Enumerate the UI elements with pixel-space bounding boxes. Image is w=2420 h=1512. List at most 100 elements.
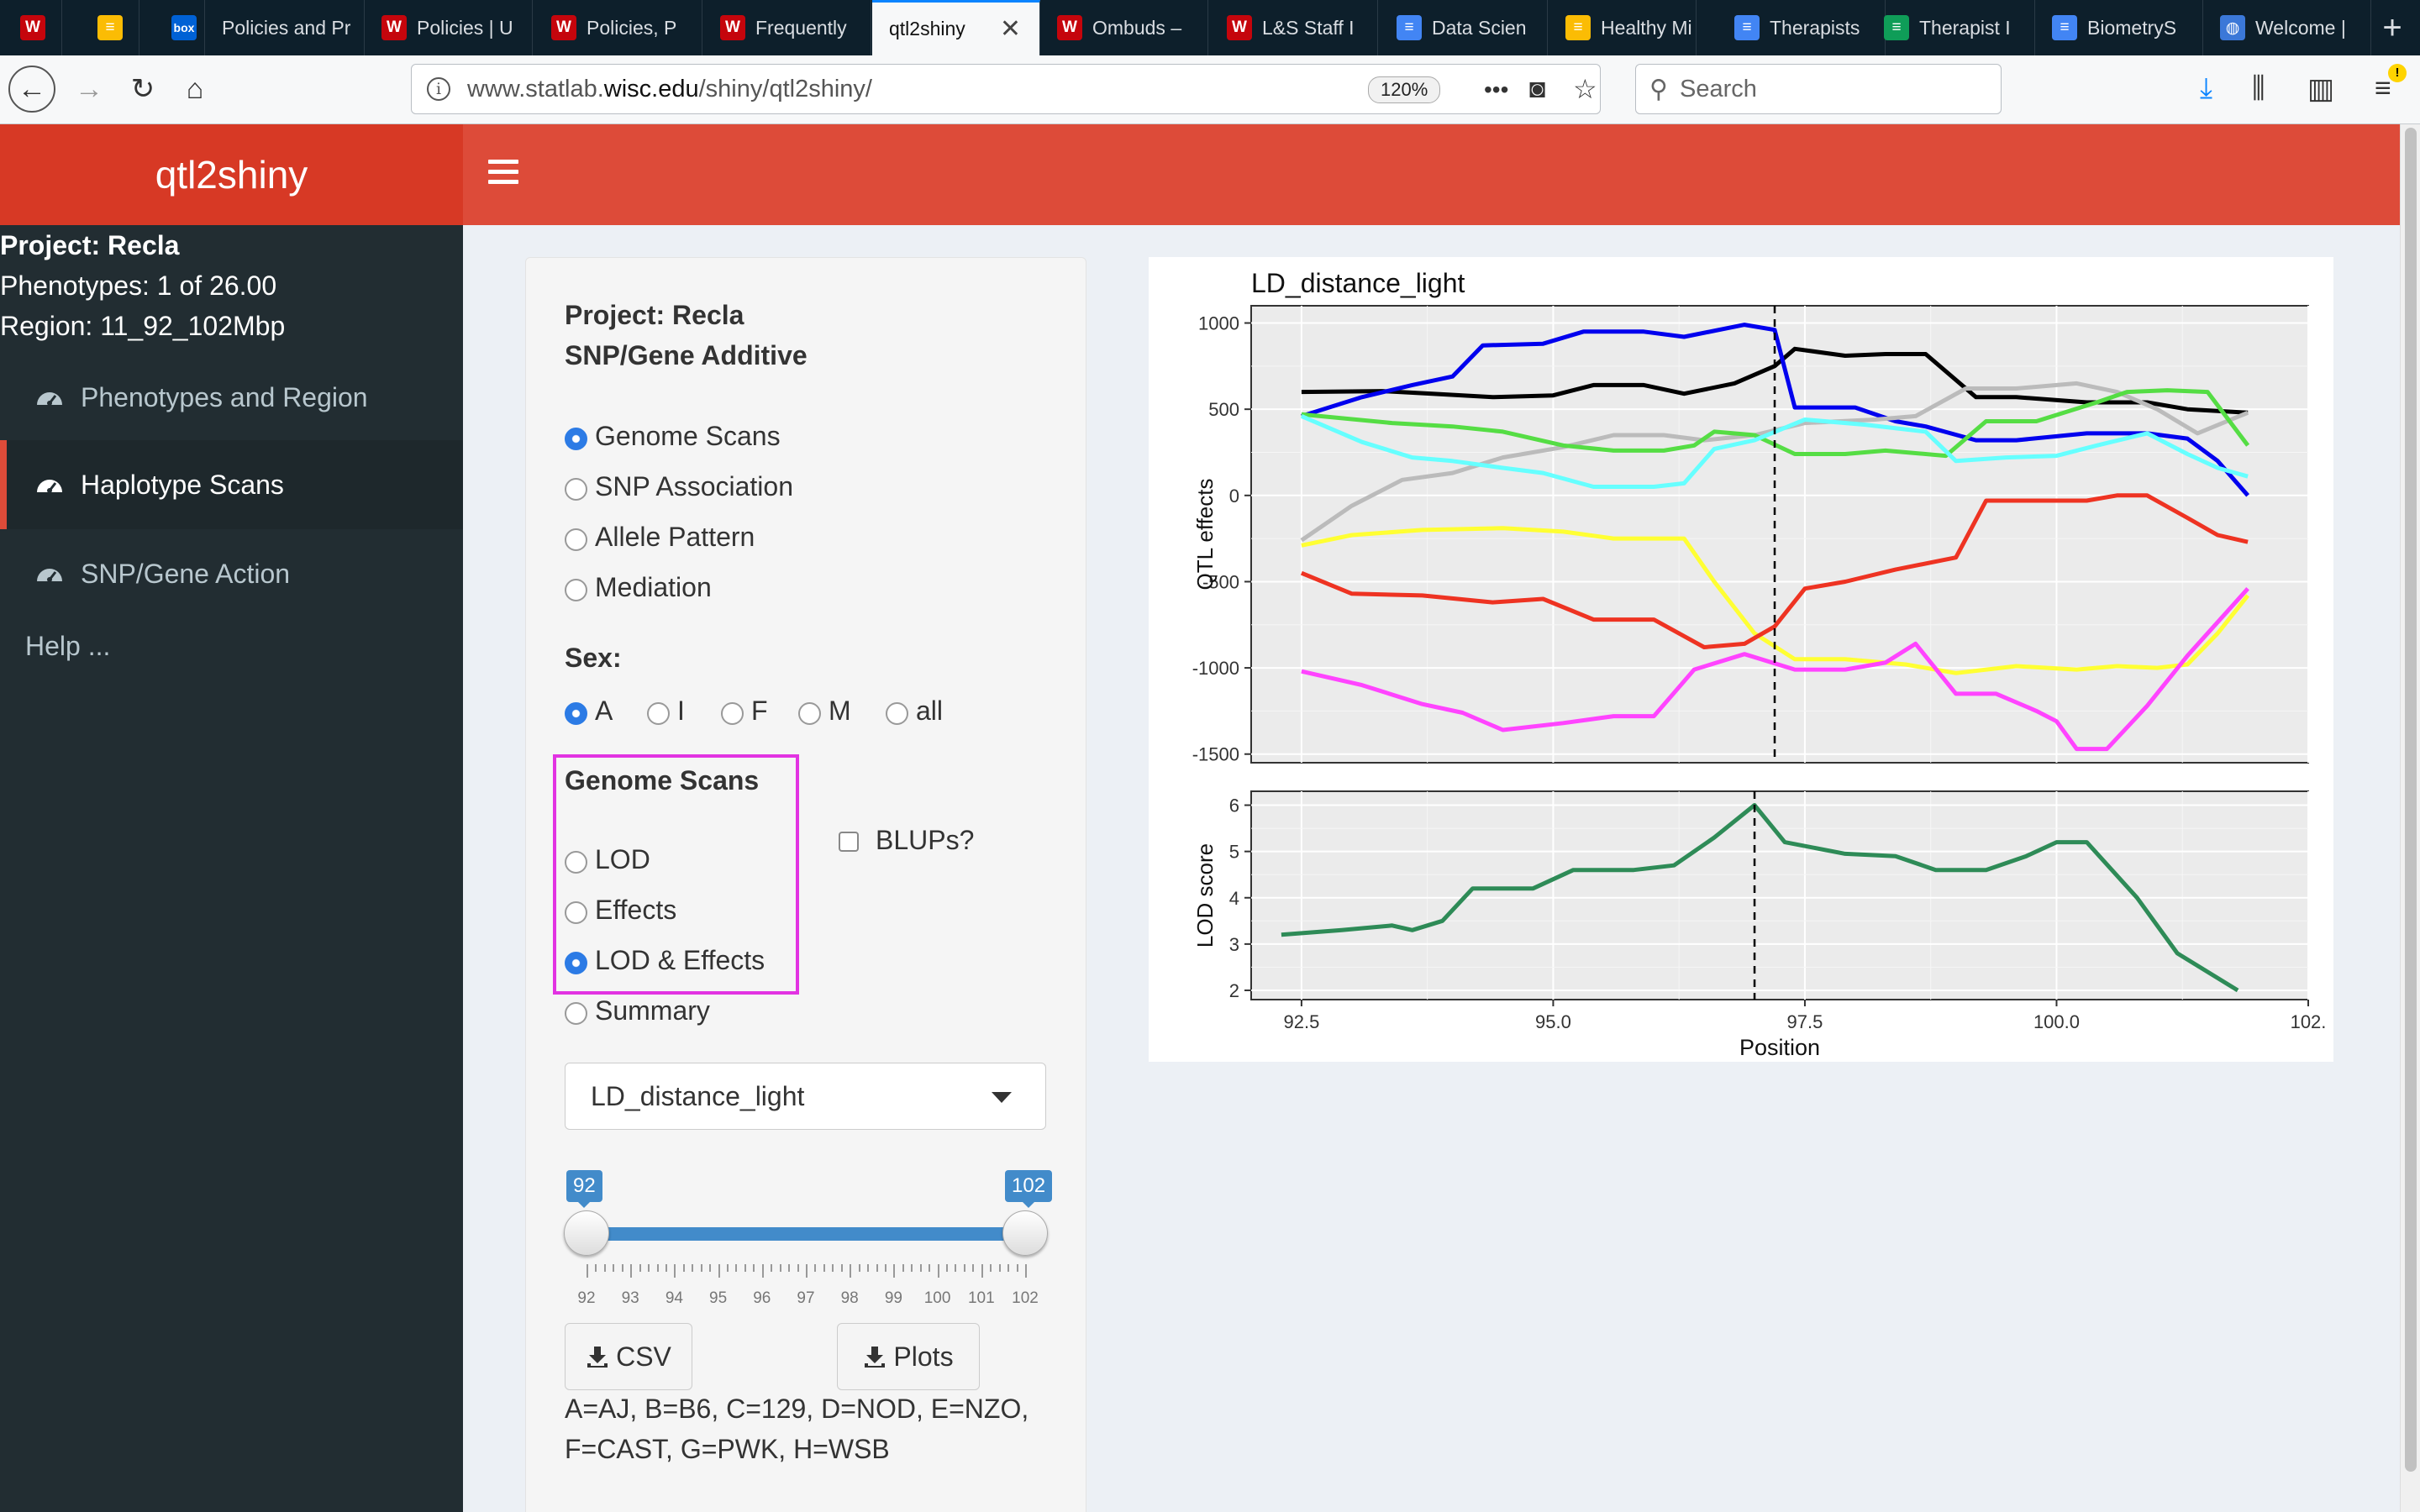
browser-tab[interactable]: ◍ Welcome | <box>2203 0 2371 55</box>
slider-minor-tick <box>911 1264 913 1272</box>
y-tick-label: 5 <box>1229 842 1239 863</box>
google-docs-icon: ≡ <box>1734 15 1760 40</box>
sidebar-project: Project: Recla <box>0 230 180 260</box>
slider-minor-tick <box>613 1264 615 1272</box>
download-icon <box>865 1347 886 1368</box>
browser-tab[interactable]: qtl2shiny ✕ <box>872 0 1040 55</box>
browser-tab[interactable]: W Frequently <box>703 0 871 55</box>
sidebar-help-link[interactable]: Help ... <box>25 630 111 661</box>
browser-tab[interactable]: W Policies | U <box>365 0 533 55</box>
analysis-option-label: Allele Pattern <box>595 522 755 552</box>
slider-minor-tick <box>814 1264 817 1272</box>
genome-scans-highlight-box <box>553 754 799 995</box>
sidebar-item-phenotypes-and-region[interactable]: Phenotypes and Region <box>0 353 463 442</box>
browser-tab-title: Policies and Pr <box>222 16 351 39</box>
slider-minor-tick <box>832 1264 834 1272</box>
browser-tab[interactable]: W L&S Staff I <box>1210 0 1378 55</box>
control-panel: Project: Recla SNP/Gene Additive Genome … <box>525 257 1086 1512</box>
browser-tab-title: Policies | U <box>417 16 513 39</box>
scan-option-radio[interactable] <box>565 1002 587 1025</box>
slider-tick <box>630 1264 633 1278</box>
blups-checkbox[interactable] <box>839 832 859 852</box>
analysis-option-radio[interactable] <box>565 478 587 501</box>
browser-tab-title: Healthy Mi <box>1601 16 1692 39</box>
home-button[interactable]: ⌂ <box>171 66 218 113</box>
new-tab-button[interactable]: + <box>2382 8 2402 46</box>
range-slider-track[interactable] <box>585 1227 1022 1241</box>
page-actions-icon[interactable]: ••• <box>1484 76 1509 102</box>
uw-crest-icon: W <box>20 15 45 40</box>
browser-tab[interactable]: Policies and Pr <box>205 0 365 55</box>
browser-tab-title: Policies, P <box>587 16 677 39</box>
sidebar-item-haplotype-scans[interactable]: Haplotype Scans <box>0 440 463 529</box>
lod-effects-plot: LD_distance_light 1000 500 0 -500 -1000 -1500… <box>1192 268 2327 1060</box>
slider-tick-label: 101 <box>967 1289 995 1307</box>
range-slider-max-handle[interactable] <box>1002 1210 1048 1256</box>
plots-button-label: Plots <box>893 1341 954 1372</box>
y-tick-label: 1000 <box>1198 313 1239 334</box>
search-bar[interactable]: ⚲ Search <box>1635 64 2002 114</box>
panel-project-title: Project: Recla <box>565 300 744 330</box>
slider-minor-tick <box>919 1264 922 1272</box>
sex-option-radio[interactable] <box>798 702 821 725</box>
effects-panel: 1000 500 0 -500 -1000 -1500 QTL effects <box>1192 305 2309 765</box>
browser-tab[interactable]: box <box>155 0 205 55</box>
analysis-option-radio[interactable] <box>565 579 587 601</box>
back-button[interactable]: ← <box>8 66 55 113</box>
pocket-icon[interactable]: ◙ <box>1529 73 1546 103</box>
zoom-indicator[interactable]: 120% <box>1368 76 1441 103</box>
series-line-1 <box>1301 323 2249 497</box>
browser-tab[interactable]: W Ombuds – <box>1040 0 1208 55</box>
scan-option-radio[interactable] <box>565 901 587 924</box>
url-bar[interactable]: i www.statlab. wisc.edu/shiny/qtl2shiny/ … <box>411 64 1601 114</box>
sex-option-radio[interactable] <box>721 702 744 725</box>
sidebar-toggle-icon[interactable]: ▥ <box>2307 73 2335 105</box>
slider-tick <box>674 1264 676 1278</box>
menu-icon[interactable]: ≡ <box>2375 72 2391 104</box>
browser-tab[interactable]: ≡ BiometryS <box>2035 0 2203 55</box>
browser-tab[interactable]: ≡ Therapist I <box>1867 0 2035 55</box>
google-docs-icon: ≡ <box>2052 15 2077 40</box>
bookmark-star-icon[interactable]: ☆ <box>1573 74 1597 104</box>
scan-option-radio[interactable] <box>565 952 587 974</box>
slider-minor-tick <box>595 1264 597 1272</box>
sidebar-item-snp-gene-action[interactable]: SNP/Gene Action <box>0 529 463 618</box>
sidebar-toggle-hamburger-icon[interactable] <box>488 160 518 190</box>
plots-download-button[interactable]: Plots <box>837 1323 980 1390</box>
library-icon[interactable]: ⫼ <box>2252 72 2265 104</box>
page-scrollbar[interactable] <box>2400 124 2420 1512</box>
app-logo[interactable]: qtl2shiny <box>0 124 463 225</box>
scan-option-radio[interactable] <box>565 851 587 874</box>
y-axis-label: LOD score <box>1192 843 1218 948</box>
sex-option-radio[interactable] <box>647 702 670 725</box>
browser-tab[interactable]: W Policies, P <box>534 0 702 55</box>
browser-tab[interactable]: W <box>3 0 62 55</box>
reload-button[interactable]: ↻ <box>119 66 166 113</box>
y-tick-label: 4 <box>1229 888 1239 909</box>
slider-tick <box>761 1264 764 1278</box>
slider-minor-tick <box>972 1264 975 1272</box>
slider-minor-tick <box>603 1264 606 1272</box>
phenotype-select[interactable]: LD_distance_light <box>565 1063 1046 1130</box>
browser-tab-title: L&S Staff I <box>1262 16 1355 39</box>
download-icon[interactable]: ⤓ <box>2200 72 2213 104</box>
close-tab-icon[interactable]: ✕ <box>999 15 1021 43</box>
sex-option-radio[interactable] <box>886 702 908 725</box>
browser-tab[interactable]: ≡ Data Scien <box>1380 0 1548 55</box>
analysis-option-radio[interactable] <box>565 428 587 450</box>
browser-tab[interactable]: ≡ <box>81 0 139 55</box>
range-slider-min-handle[interactable] <box>564 1210 609 1256</box>
dashboard-icon <box>37 569 62 582</box>
home-icon: ⌂ <box>186 72 204 105</box>
x-axis-label: Position <box>1739 1035 1820 1060</box>
browser-tab[interactable]: ≡ Healthy Mi <box>1549 0 1697 55</box>
site-info-icon[interactable]: i <box>427 77 450 101</box>
slider-minor-tick <box>665 1264 667 1272</box>
browser-tab[interactable]: ≡ Therapists <box>1718 0 1886 55</box>
csv-download-button[interactable]: CSV <box>565 1323 692 1390</box>
series-line-5 <box>1301 526 2250 675</box>
forward-button[interactable]: → <box>66 66 113 113</box>
scrollbar-thumb[interactable] <box>2405 128 2417 1472</box>
sex-option-radio[interactable] <box>565 702 587 725</box>
analysis-option-radio[interactable] <box>565 528 587 551</box>
